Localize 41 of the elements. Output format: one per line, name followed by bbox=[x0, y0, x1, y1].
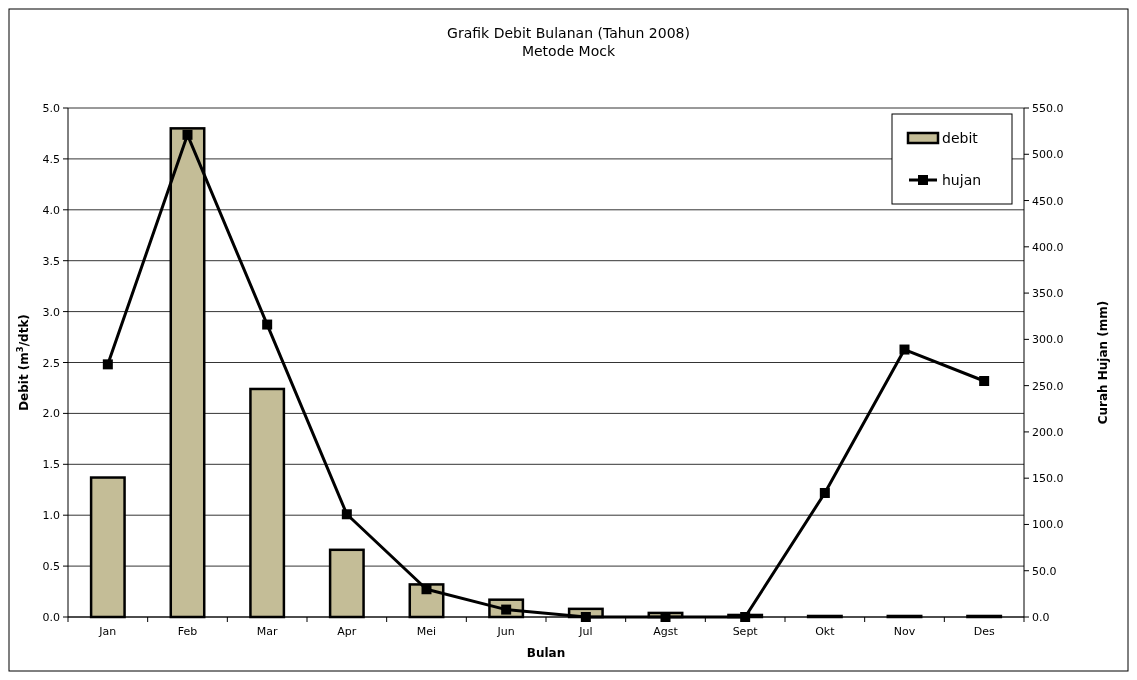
y2-tick-label: 400.0 bbox=[1032, 240, 1064, 254]
chart-title: Grafik Debit Bulanan (Tahun 2008) bbox=[447, 25, 690, 41]
y-tick-label: 0.0 bbox=[42, 611, 60, 624]
y2-tick-label: 350.0 bbox=[1032, 287, 1064, 301]
y-tick-label: 1.5 bbox=[42, 458, 60, 472]
y-tick-label: 4.0 bbox=[42, 203, 60, 217]
x-tick-label: Jul bbox=[578, 625, 593, 638]
y2-tick-label: 250.0 bbox=[1032, 379, 1064, 393]
legend-label: debit bbox=[942, 130, 979, 146]
x-tick-label: Des bbox=[973, 625, 995, 638]
y2-tick-label: 450.0 bbox=[1032, 194, 1064, 208]
x-tick-label: Nov bbox=[893, 625, 916, 638]
x-tick-label: Agst bbox=[653, 625, 679, 638]
x-tick-label: Jan bbox=[98, 625, 117, 638]
y2-tick-label: 0.0 bbox=[1032, 611, 1050, 624]
y2-tick-label: 500.0 bbox=[1032, 148, 1064, 162]
y-tick-label: 2.5 bbox=[42, 356, 60, 370]
legend-label: hujan bbox=[942, 172, 982, 188]
y2-tick-label: 50.0 bbox=[1032, 564, 1057, 578]
y2-tick-label: 100.0 bbox=[1032, 518, 1064, 532]
y2-tick-label: 550.0 bbox=[1032, 102, 1064, 115]
y2-axis-title: Curah Hujan (mm) bbox=[1096, 300, 1110, 425]
x-tick-label: Feb bbox=[177, 625, 198, 638]
y-tick-label: 0.5 bbox=[42, 560, 60, 574]
y-tick-label: 3.0 bbox=[42, 305, 60, 319]
y2-tick-label: 150.0 bbox=[1032, 472, 1064, 486]
y-tick-label: 4.5 bbox=[42, 152, 60, 166]
y-tick-label: 3.5 bbox=[42, 254, 60, 268]
x-tick-label: Mei bbox=[416, 625, 437, 638]
x-tick-label: Okt bbox=[815, 625, 836, 638]
y2-tick-label: 300.0 bbox=[1032, 333, 1064, 347]
y-tick-label: 1.0 bbox=[42, 509, 60, 523]
y2-tick-label: 200.0 bbox=[1032, 425, 1064, 439]
x-tick-label: Jun bbox=[496, 625, 515, 638]
x-tick-label: Sept bbox=[732, 625, 759, 638]
x-tick-label: Mar bbox=[256, 625, 279, 638]
x-tick-label: Apr bbox=[337, 625, 357, 638]
x-axis-title: Bulan bbox=[526, 646, 566, 660]
y-tick-label: 5.0 bbox=[42, 102, 60, 115]
chart-subtitle: Metode Mock bbox=[521, 43, 616, 59]
y-tick-label: 2.0 bbox=[42, 407, 60, 421]
